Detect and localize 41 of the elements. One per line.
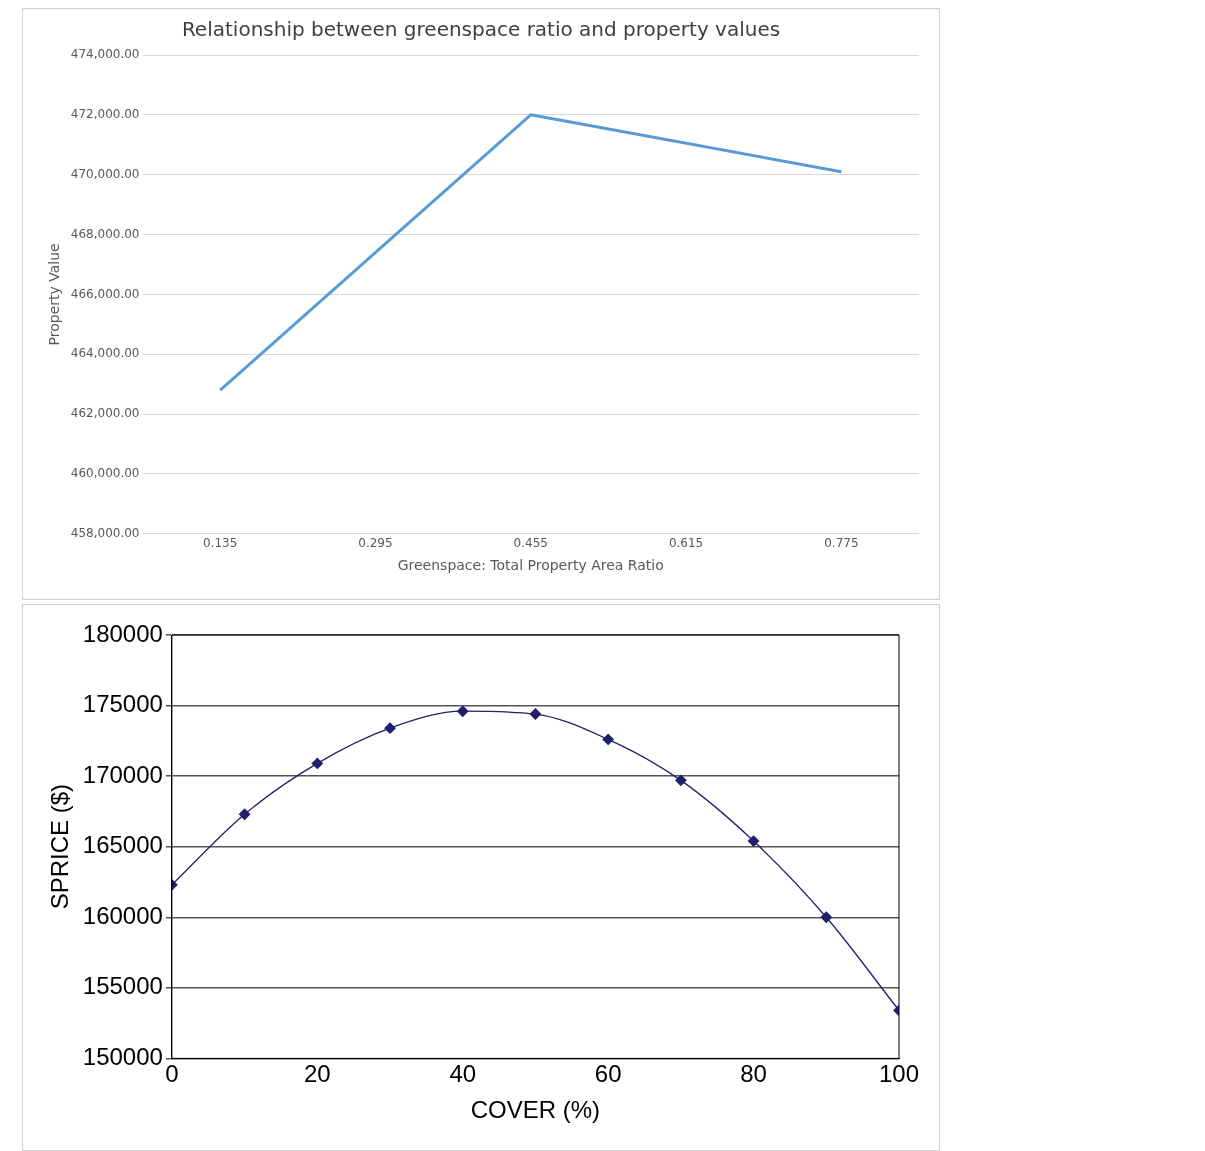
y-tick-label: 160000 [82,901,163,929]
y-tick-label: 180000 [82,619,163,647]
x-tick-label: 80 [740,1060,767,1088]
y-tick-label: 470,000.00 [70,166,140,181]
x-tick-label: 60 [594,1060,622,1088]
y-axis-title: SPRICE ($) [46,784,74,910]
x-axis-title: COVER (%) [470,1096,601,1124]
y-tick-label: 460,000.00 [70,466,140,481]
x-axis-title: Greenspace: Total Property Area Ratio [397,557,664,574]
x-tick-label: 0.615 [668,536,704,551]
point [457,705,469,717]
y-tick-label: 468,000.00 [70,226,140,241]
point [820,911,832,923]
y-tick-label: 466,000.00 [70,286,140,301]
point [602,733,614,746]
y-tick-label: 464,000.00 [70,346,140,361]
y-tick-label: 472,000.00 [70,106,140,121]
y-tick-label: 170000 [82,760,163,788]
point [747,835,760,847]
y-tick-label: 165000 [82,831,163,859]
x-tick-label: 0.455 [513,536,548,551]
point [384,722,396,734]
x-tick-label: 100 [878,1060,920,1088]
y-tick-label: 474,000.00 [70,47,140,62]
y-tick-label: 175000 [82,690,163,718]
point [675,774,687,787]
x-tick-label: 0 [165,1060,179,1088]
point [311,757,323,770]
x-tick-label: 0.295 [358,536,393,551]
x-tick-label: 0.135 [202,536,238,551]
y-tick-label: 155000 [82,972,163,1000]
y-tick-label: 458,000.00 [70,525,140,540]
y-axis-title: Property Value [46,243,63,346]
chart-title: Relationship between greenspace ratio and property values [181,17,781,42]
point [529,708,542,720]
y-tick-label: 150000 [82,1043,163,1071]
point [238,808,251,820]
x-tick-label: 20 [303,1060,331,1088]
y-tick-label: 462,000.00 [70,406,140,421]
x-tick-label: 0.775 [824,536,859,551]
x-tick-label: 40 [449,1060,477,1088]
